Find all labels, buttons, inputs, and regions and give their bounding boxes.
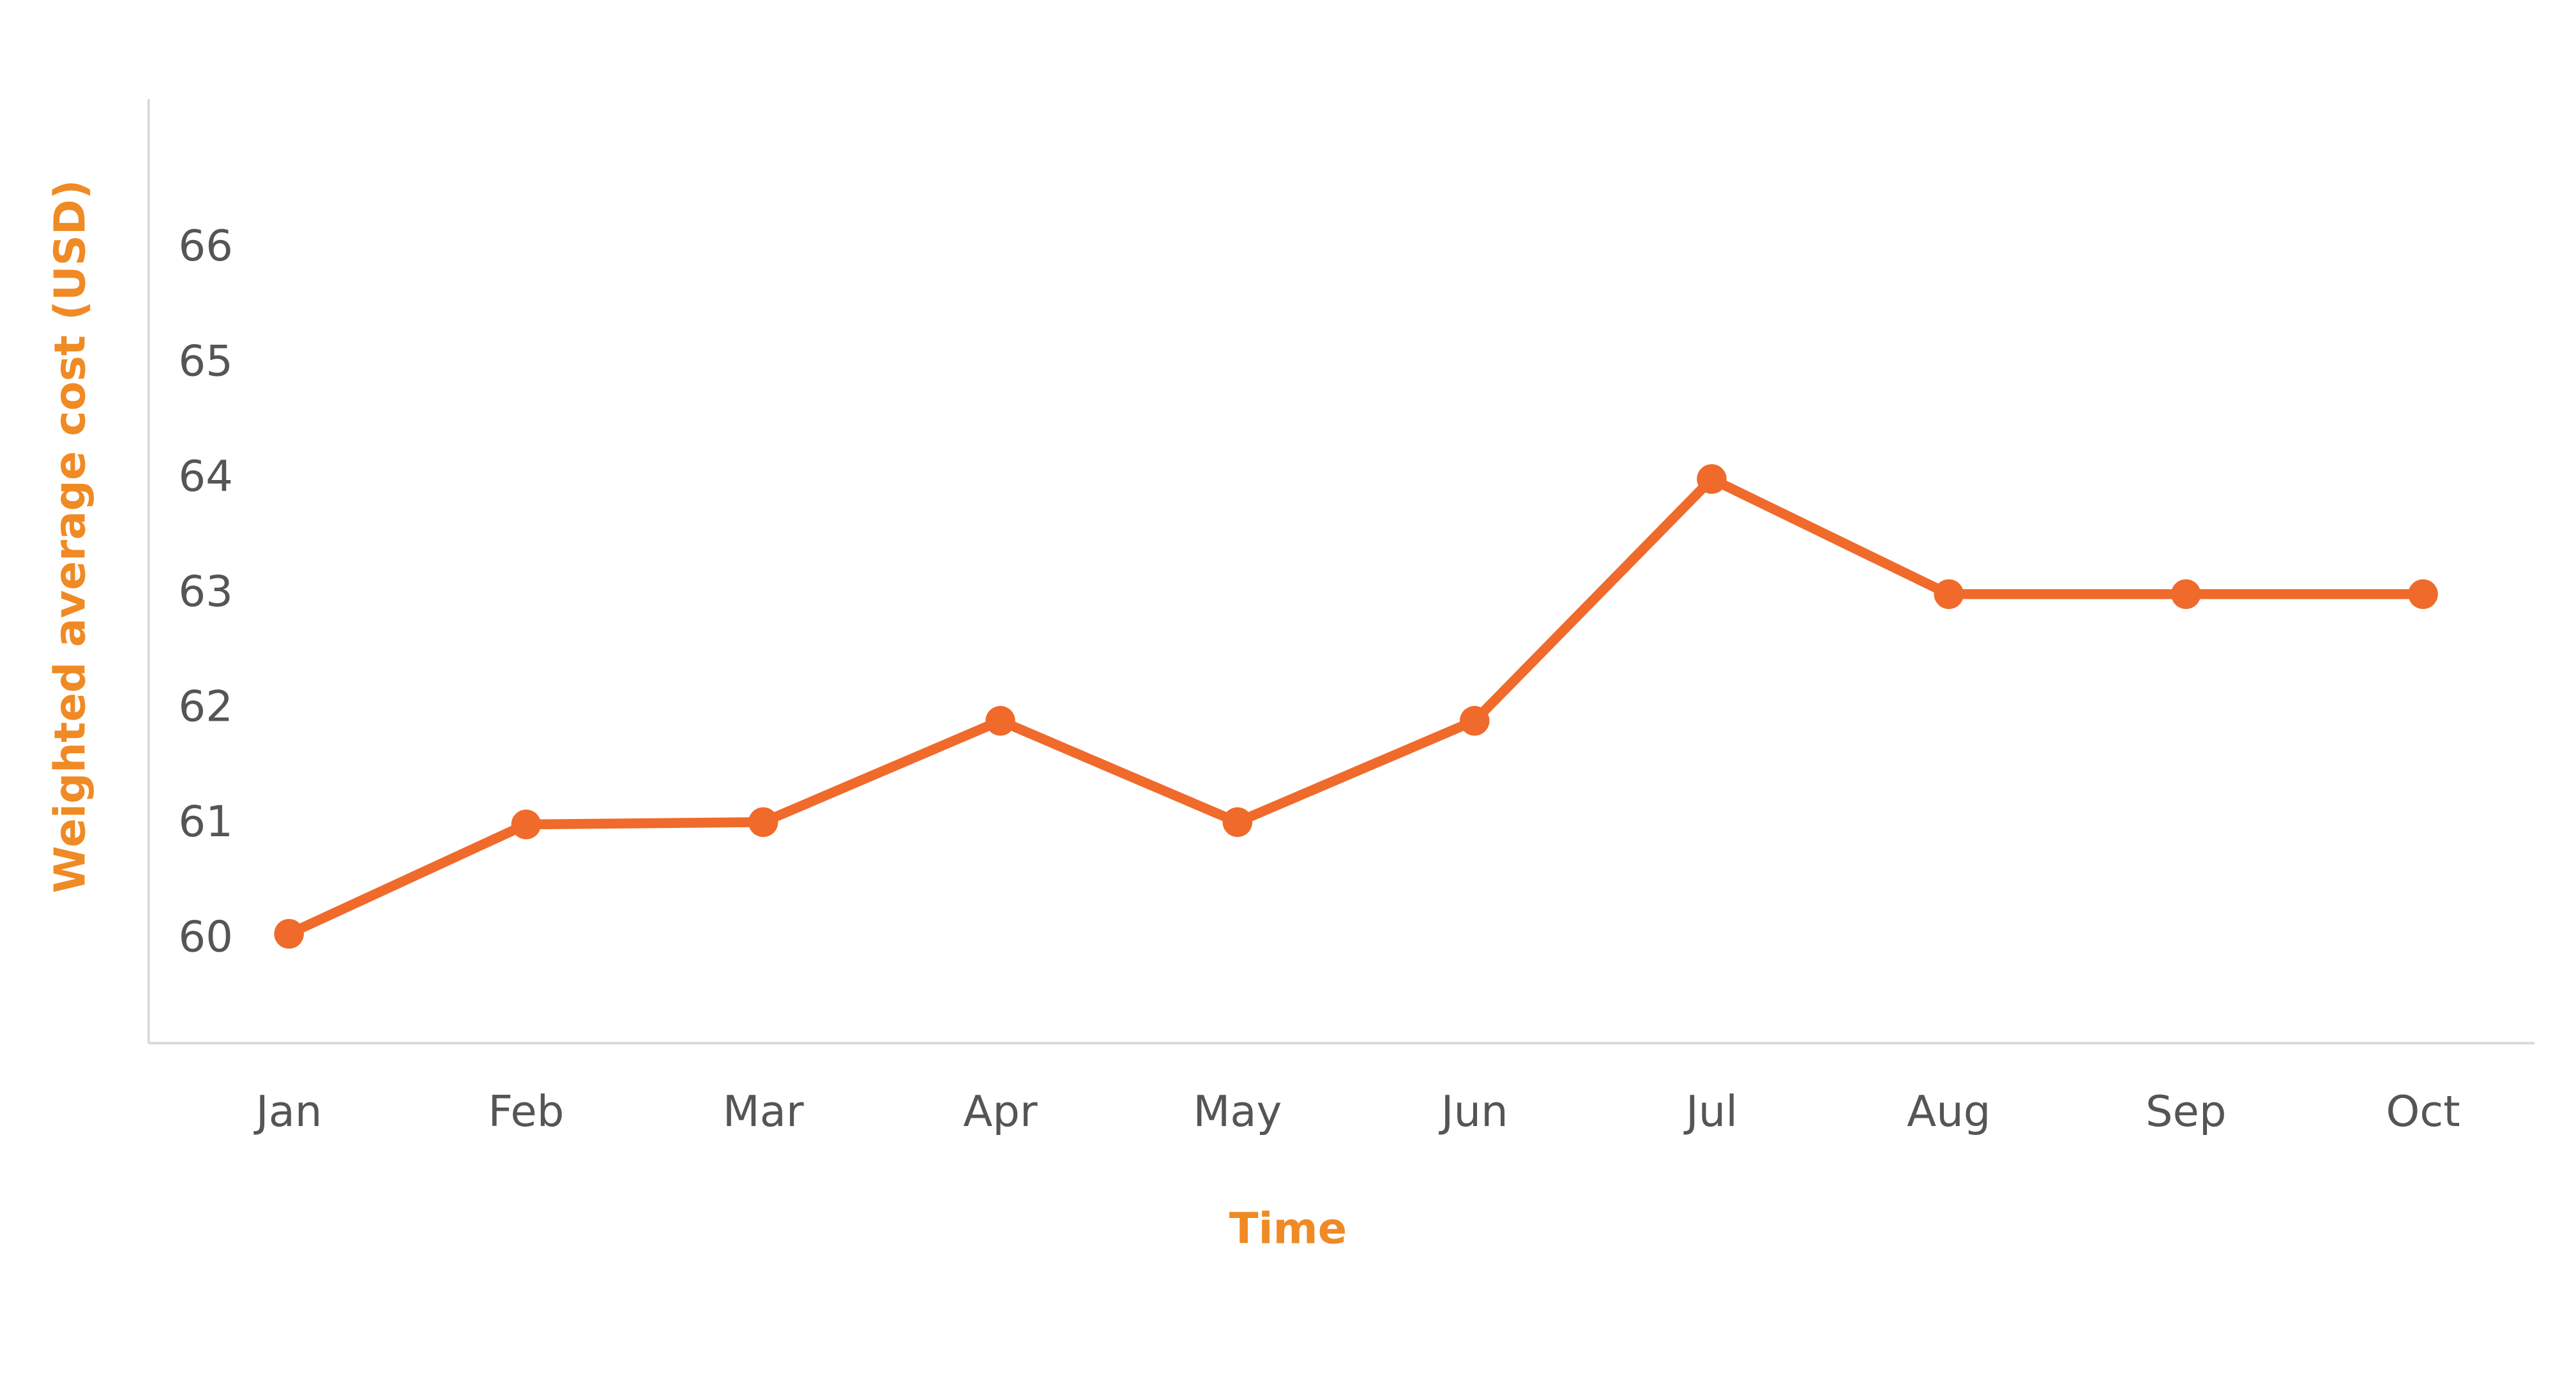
- x-tick-label: Feb: [488, 1086, 564, 1136]
- y-axis-label: Weighted average cost (USD): [45, 180, 95, 894]
- series-line: [287, 474, 2423, 938]
- point: [2171, 579, 2201, 610]
- y-tick-label: 61: [178, 797, 233, 846]
- point: [2408, 579, 2438, 610]
- x-tick-label: Sep: [2146, 1086, 2227, 1136]
- y-tick-label: 62: [178, 682, 233, 732]
- point: [1934, 579, 1964, 610]
- point: [1459, 705, 1490, 736]
- x-tick-label: Jan: [254, 1086, 322, 1136]
- point: [274, 919, 304, 949]
- x-tick-label: Oct: [2386, 1086, 2460, 1136]
- x-tick-label: Aug: [1907, 1086, 1990, 1136]
- y-tick-label: 66: [178, 221, 233, 271]
- point: [1697, 464, 1727, 494]
- x-tick-label: Jul: [1683, 1086, 1738, 1136]
- y-tick-label: 64: [178, 451, 233, 501]
- x-tick-label: Mar: [723, 1086, 804, 1136]
- point: [511, 809, 542, 839]
- point: [1222, 807, 1253, 838]
- x-tick-label: Jun: [1439, 1086, 1508, 1136]
- x-tick-label: Apr: [963, 1086, 1038, 1136]
- x-axis-label: Time: [1229, 1204, 1347, 1254]
- y-tick-label: 60: [178, 912, 233, 961]
- y-tick-label: 65: [178, 336, 233, 386]
- y-tick-label: 63: [178, 566, 233, 616]
- point: [748, 807, 778, 838]
- x-tick-label: May: [1193, 1086, 1282, 1136]
- point: [985, 705, 1015, 736]
